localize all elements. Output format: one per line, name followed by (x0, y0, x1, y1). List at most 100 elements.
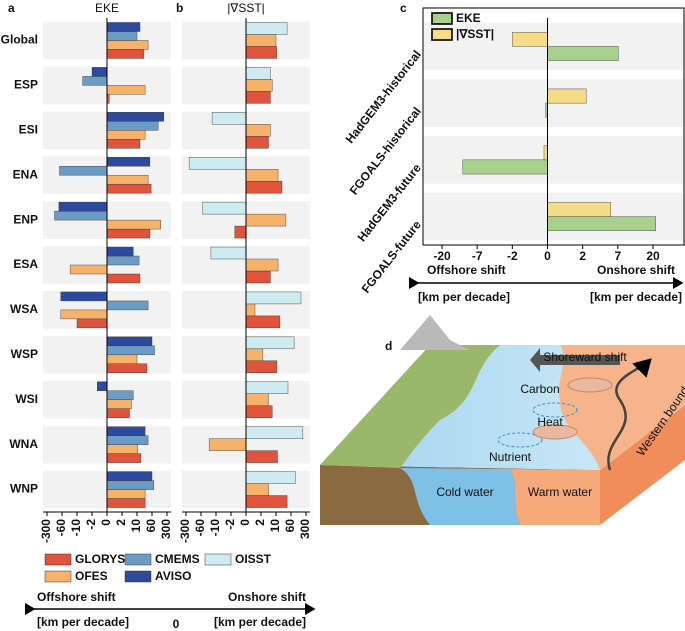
diagram-label: Carbon (520, 382, 559, 396)
bar (543, 145, 548, 161)
x-tick-label: -10 (208, 519, 222, 537)
bar (547, 216, 656, 232)
bar (106, 174, 149, 185)
bar (106, 399, 132, 409)
legend-swatch (124, 553, 152, 566)
x-tick-label: -2 (507, 249, 518, 263)
panel-title: |∇SST| (227, 1, 265, 15)
x-unit: [km per decade] (214, 615, 306, 629)
category-label: ESA (13, 257, 38, 271)
bar (106, 121, 159, 131)
bar (245, 336, 295, 350)
bar (106, 157, 151, 167)
bar (106, 273, 141, 284)
diagram-label: Warm water (528, 485, 592, 499)
bar (106, 489, 146, 499)
bar (59, 165, 108, 176)
bar (245, 471, 296, 484)
x-tick-label: -20 (433, 249, 451, 263)
bar (106, 453, 142, 463)
bar (245, 22, 288, 35)
bar (245, 79, 273, 92)
bar (208, 438, 247, 451)
bar (106, 345, 155, 356)
category-label: WNA (9, 437, 38, 451)
bar (106, 498, 146, 508)
category-label: WSA (10, 302, 38, 316)
bar (58, 201, 108, 212)
x-tick-label: 10 (268, 519, 282, 533)
x-tick-label: 0 (238, 519, 252, 526)
bar (106, 139, 141, 149)
diagram-label: Heat (537, 415, 563, 429)
bar (202, 201, 247, 215)
category-label: WNP (10, 482, 38, 496)
x-label: Offshore shift (37, 590, 116, 604)
bar (106, 363, 148, 373)
x-tick-label: 0 (99, 519, 113, 526)
bar (106, 183, 152, 194)
bar (106, 228, 151, 239)
bar (234, 225, 247, 239)
bar (106, 336, 153, 347)
bar (106, 31, 138, 41)
bar (106, 444, 138, 454)
bar (245, 291, 302, 305)
frame (422, 7, 685, 246)
bar (245, 67, 271, 80)
bar (245, 483, 269, 496)
x-label: Onshore shift (228, 590, 306, 604)
legend-swatch (431, 28, 453, 41)
legend-label: CMEMS (155, 552, 200, 566)
category-label: ESP (14, 78, 38, 92)
x-tick-label: -2 (223, 519, 237, 530)
x-tick-label: -2 (84, 519, 98, 530)
legend-label: EKE (456, 11, 481, 25)
bar (106, 390, 134, 400)
bar (54, 210, 108, 221)
bar (245, 270, 271, 284)
x-label: Offshore shift (427, 263, 506, 277)
row-stripe (423, 136, 685, 184)
legend-label: AVISO (155, 569, 191, 583)
legend-swatch (44, 570, 72, 583)
bar (106, 49, 145, 59)
bar (60, 291, 108, 302)
bar (512, 31, 548, 47)
bar (106, 435, 149, 445)
eddy (532, 402, 578, 418)
bar (106, 85, 146, 95)
legend-swatch (204, 553, 232, 566)
bar (91, 67, 108, 77)
eddy (567, 377, 613, 393)
bar (106, 130, 146, 140)
mountain (400, 315, 470, 350)
category-label: WSP (11, 347, 38, 361)
x-tick-label: 10 (129, 519, 143, 533)
bar (245, 393, 269, 406)
category-label: ENA (13, 167, 39, 181)
bar (245, 180, 283, 194)
legend-label: GLORYS (75, 552, 125, 566)
x-tick-label: -10 (69, 519, 83, 537)
bar (245, 426, 304, 439)
legend-label: |∇SST| (456, 27, 494, 41)
x-unit: [km per decade] (590, 290, 682, 304)
bar (210, 246, 247, 260)
category-label: WSI (15, 392, 38, 406)
bar (106, 471, 153, 481)
warm-surface (558, 345, 685, 470)
panel-label: b (176, 1, 183, 15)
category-label: ESI (19, 122, 38, 136)
bar (106, 300, 149, 311)
x-tick-label: 300 (159, 519, 173, 539)
bar (547, 88, 587, 104)
bar (547, 202, 611, 217)
bar (106, 40, 149, 50)
legend-swatch (44, 553, 72, 566)
panel-label: a (8, 1, 15, 15)
bar (245, 381, 289, 394)
bar (245, 405, 273, 418)
x-tick-label: 60 (283, 519, 297, 533)
